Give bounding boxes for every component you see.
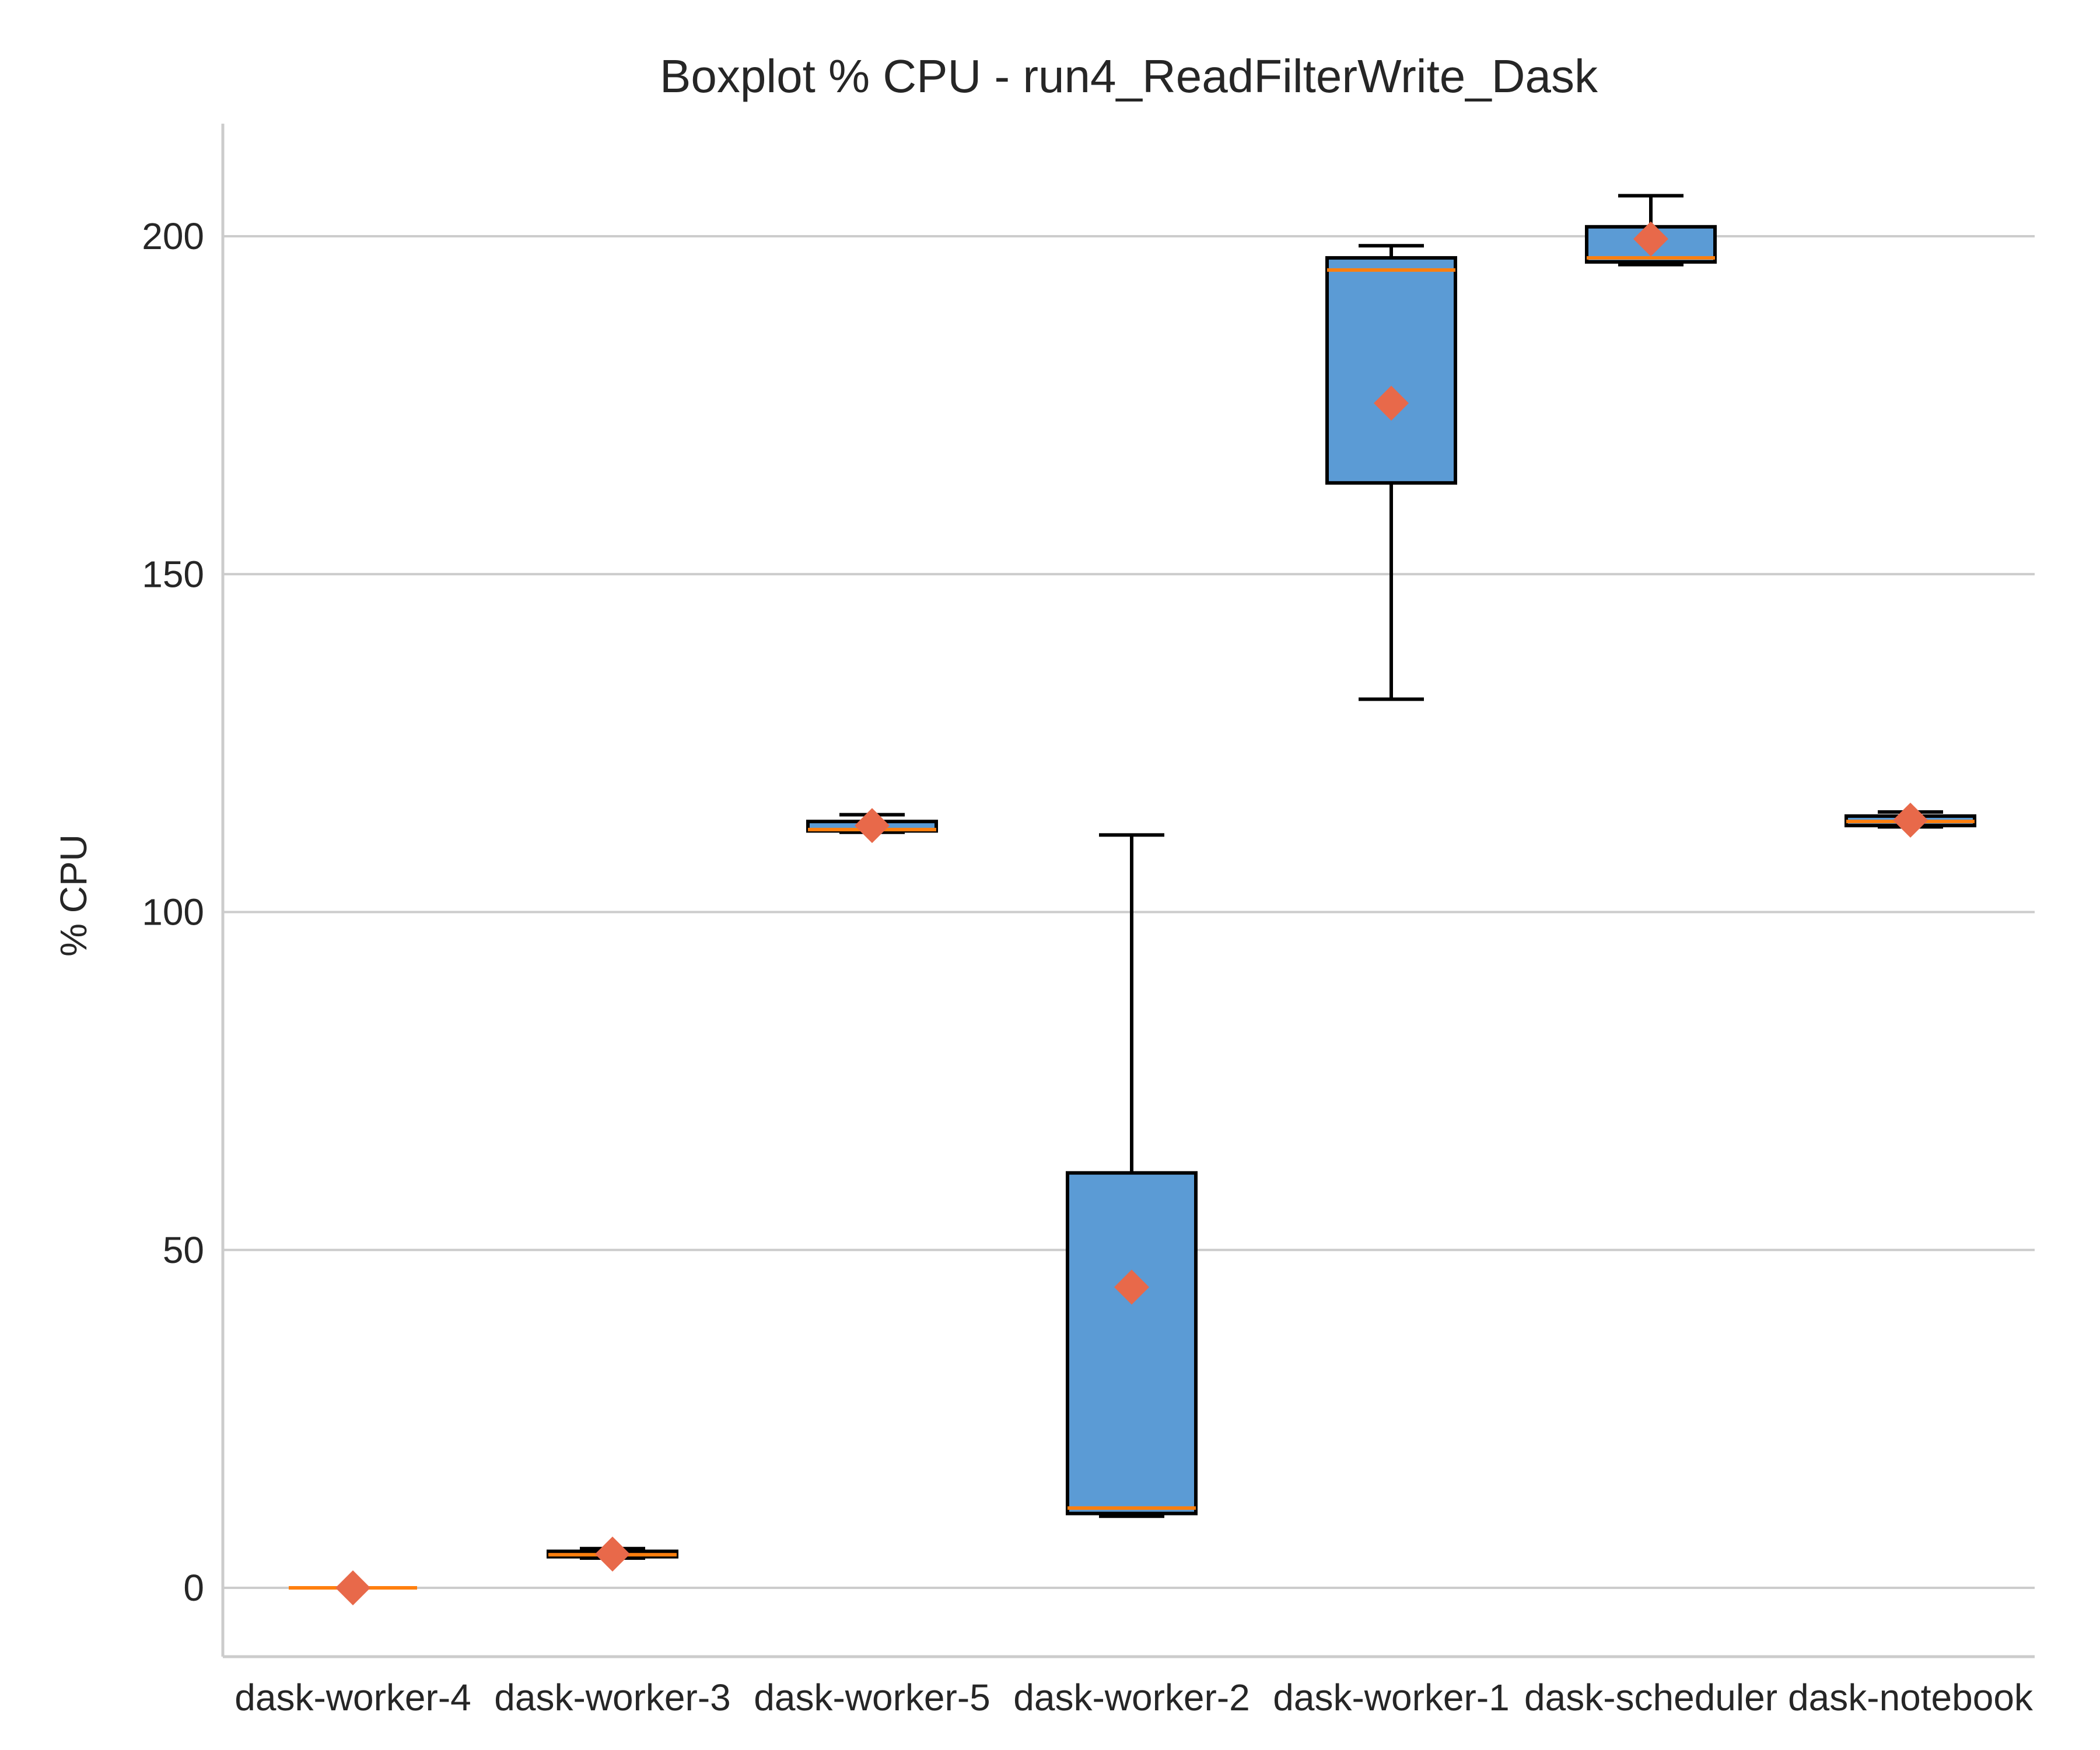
mean-marker — [1893, 802, 1928, 838]
iqr-box — [1066, 1171, 1198, 1516]
y-axis-label: % CPU — [52, 834, 94, 957]
mean-marker — [1374, 386, 1409, 421]
x-tick-labels: dask-worker-4 dask-worker-3 dask-worker-5 d… — [235, 1676, 2034, 1718]
box-dask-notebook — [1845, 802, 1976, 838]
mean-marker — [855, 808, 890, 844]
y-tick-label-200: 200 — [142, 215, 204, 257]
mean-marker — [1114, 1269, 1149, 1305]
x-tick-label-dask-scheduler: dask-scheduler — [1524, 1676, 1777, 1718]
mean-marker — [595, 1536, 630, 1572]
y-tick-label-50: 50 — [163, 1229, 204, 1271]
y-tick-labels: 0 50 100 150 200 — [142, 215, 204, 1609]
x-tick-label-dask-worker-5: dask-worker-5 — [754, 1676, 990, 1718]
x-tick-label-dask-notebook: dask-notebook — [1788, 1676, 2034, 1718]
mean-marker — [335, 1570, 370, 1605]
iqr-box — [1325, 256, 1457, 485]
x-tick-label-dask-worker-4: dask-worker-4 — [235, 1676, 471, 1718]
mean-marker — [1633, 221, 1668, 257]
box-dask-scheduler — [1585, 194, 1717, 267]
chart-title: Boxplot % CPU - run4_ReadFilterWrite_Das… — [660, 50, 1598, 102]
box-dask-worker-2 — [1066, 833, 1198, 1518]
box-dask-worker-5 — [806, 808, 938, 844]
x-tick-label-dask-worker-2: dask-worker-2 — [1013, 1676, 1250, 1718]
y-tick-label-100: 100 — [142, 891, 204, 933]
box-dask-worker-1 — [1325, 244, 1457, 701]
y-tick-label-150: 150 — [142, 553, 204, 595]
x-tick-label-dask-worker-3: dask-worker-3 — [494, 1676, 730, 1718]
y-tick-label-0: 0 — [183, 1567, 204, 1609]
box-dask-worker-3 — [547, 1536, 678, 1572]
x-tick-label-dask-worker-1: dask-worker-1 — [1273, 1676, 1509, 1718]
grid-lines — [223, 235, 2035, 1589]
boxes — [289, 194, 1976, 1605]
box-dask-worker-4 — [289, 1570, 417, 1605]
